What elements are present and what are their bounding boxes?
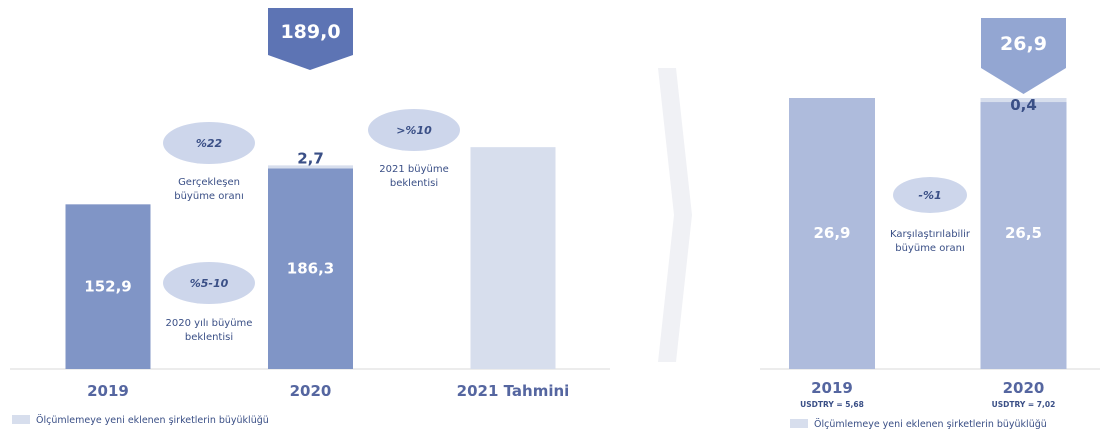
right-callout-shape — [981, 18, 1066, 94]
left-total-callout: 189,0 — [268, 8, 353, 70]
bubble-caption-line: beklentisi — [390, 178, 438, 189]
bubble-comparable-growth: -%1 Karşılaştırılabilir büyüme oranı — [890, 177, 971, 254]
bubble-value: %22 — [196, 137, 223, 150]
bar-2019 — [789, 98, 875, 369]
bar-increment-segment — [268, 165, 353, 169]
bar-increment-segment — [980, 98, 1067, 103]
bubble-shape — [368, 109, 460, 151]
x-tick-label: 2019 — [811, 379, 853, 397]
transition-arrow — [658, 68, 692, 362]
bubble-caption-line: Karşılaştırılabilir — [890, 229, 971, 240]
bubble-growth-realized: %22 Gerçekleşen büyüme oranı — [163, 122, 255, 202]
bubble-shape — [163, 122, 255, 164]
bubble-value: >%10 — [396, 124, 432, 137]
x-subtick-label: USDTRY = 7,02 — [992, 400, 1056, 409]
bubble-shape — [893, 177, 967, 213]
legend-label: Ölçümlemeye yeni eklenen şirketlerin büy… — [814, 419, 1047, 430]
legend-right: Ölçümlemeye yeni eklenen şirketlerin büy… — [790, 419, 1047, 430]
bubble-value: -%1 — [918, 189, 941, 202]
bubble-caption-line: 2021 büyüme — [379, 164, 448, 175]
bar-2020 — [268, 168, 353, 369]
bar-value-label: 26,5 — [1005, 224, 1042, 242]
bar-2020 — [980, 102, 1067, 370]
bar-2019 — [65, 204, 151, 369]
bubble-caption-line: büyüme oranı — [174, 191, 244, 202]
bar-value-label: 152,9 — [84, 278, 131, 296]
bubble-caption-line: 2020 yılı büyüme — [166, 318, 253, 329]
legend-label: Ölçümlemeye yeni eklenen şirketlerin büy… — [36, 415, 269, 426]
bubble-value: %5-10 — [190, 277, 229, 290]
increment-value-label: 2,7 — [297, 149, 324, 167]
x-tick-label: 2020 — [1003, 379, 1045, 397]
right-total-callout: 26,9 — [981, 18, 1066, 94]
left-callout-text: 189,0 — [280, 21, 340, 43]
increment-value-label: 0,4 — [1010, 96, 1037, 114]
x-subtick-label: USDTRY = 5,68 — [800, 400, 864, 409]
bars-layer: 152,9 2019 186,3 2,7 2020 2021 Tahmini 26,9 201… — [65, 96, 1067, 409]
x-tick-label: 2020 — [290, 382, 332, 400]
bubble-caption-line: büyüme oranı — [895, 243, 965, 254]
bubble-shape — [163, 262, 255, 304]
left-callout-shape — [268, 8, 353, 70]
right-callout-text: 26,9 — [1000, 33, 1047, 55]
bar-value-label: 26,9 — [813, 224, 850, 242]
legend-left: Ölçümlemeye yeni eklenen şirketlerin büy… — [12, 415, 269, 426]
x-tick-label: 2021 Tahmini — [457, 382, 570, 400]
bubble-caption-line: beklentisi — [185, 332, 233, 343]
bar-value-label: 186,3 — [287, 260, 334, 278]
x-tick-label: 2019 — [87, 382, 129, 400]
bubble-growth-2020: %5-10 2020 yılı büyüme beklentisi — [163, 262, 255, 343]
legend-swatch — [790, 419, 808, 428]
bubble-caption-line: Gerçekleşen — [178, 177, 240, 188]
bar-forecast — [470, 147, 556, 369]
legend-swatch — [12, 415, 30, 424]
bubble-growth-2021: >%10 2021 büyüme beklentisi — [368, 109, 460, 189]
